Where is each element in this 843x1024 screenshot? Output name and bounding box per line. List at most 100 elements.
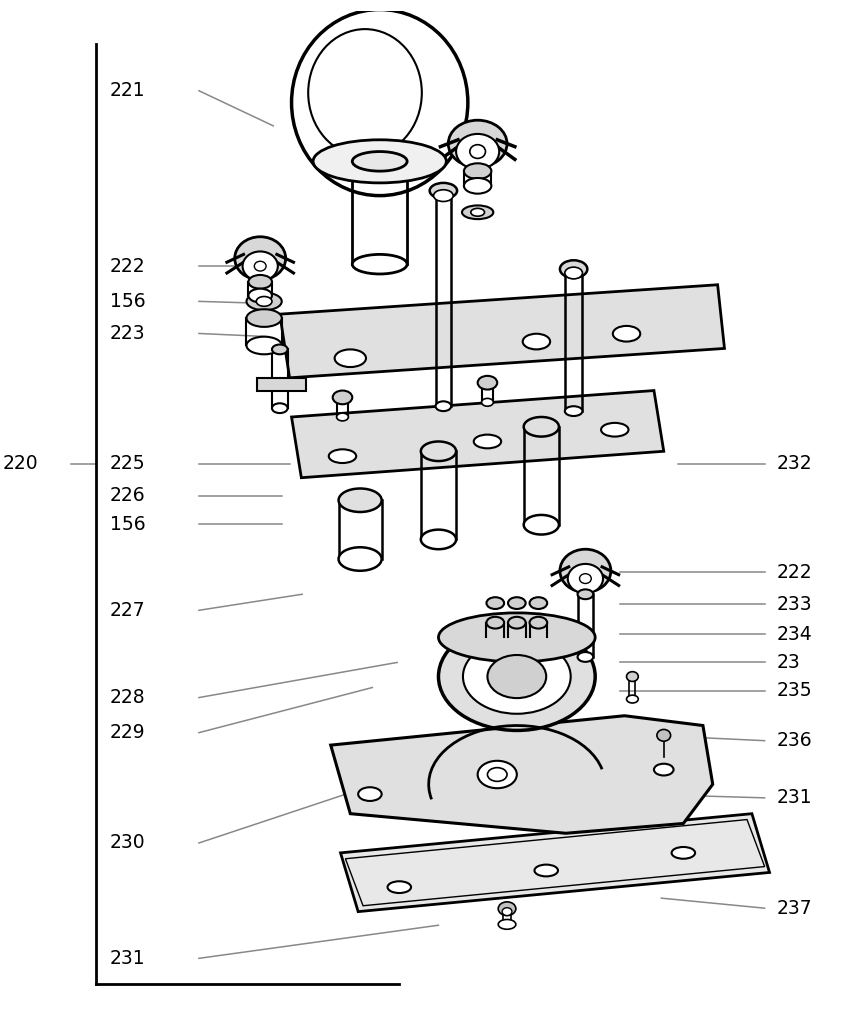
- Ellipse shape: [438, 623, 595, 730]
- Ellipse shape: [464, 163, 491, 179]
- Text: 23: 23: [777, 653, 801, 672]
- Ellipse shape: [272, 403, 287, 413]
- Ellipse shape: [508, 597, 526, 609]
- Ellipse shape: [246, 293, 282, 310]
- Ellipse shape: [613, 326, 640, 342]
- Text: 237: 237: [777, 899, 813, 918]
- Ellipse shape: [565, 407, 583, 416]
- Ellipse shape: [255, 261, 266, 271]
- Text: 220: 220: [3, 455, 38, 473]
- Ellipse shape: [626, 672, 638, 681]
- Text: 226: 226: [110, 486, 145, 506]
- Text: 222: 222: [777, 562, 813, 582]
- Text: 230: 230: [110, 834, 145, 853]
- Ellipse shape: [421, 529, 456, 549]
- Polygon shape: [292, 390, 663, 478]
- Ellipse shape: [243, 252, 278, 281]
- Ellipse shape: [498, 920, 516, 929]
- Polygon shape: [257, 378, 306, 390]
- Text: 234: 234: [777, 625, 813, 644]
- Ellipse shape: [481, 398, 493, 407]
- Ellipse shape: [433, 189, 454, 202]
- Polygon shape: [280, 285, 724, 378]
- Text: 236: 236: [777, 731, 813, 751]
- Ellipse shape: [313, 140, 446, 183]
- Ellipse shape: [339, 488, 382, 512]
- Text: 156: 156: [110, 292, 145, 311]
- Ellipse shape: [329, 450, 357, 463]
- Ellipse shape: [464, 178, 491, 194]
- Ellipse shape: [486, 597, 504, 609]
- Ellipse shape: [421, 441, 456, 461]
- Polygon shape: [341, 814, 770, 911]
- Ellipse shape: [478, 376, 497, 389]
- Ellipse shape: [358, 787, 382, 801]
- Ellipse shape: [498, 902, 516, 915]
- Ellipse shape: [626, 695, 638, 703]
- Ellipse shape: [335, 349, 366, 367]
- Ellipse shape: [654, 764, 674, 775]
- Ellipse shape: [352, 254, 407, 274]
- Ellipse shape: [430, 183, 457, 199]
- Polygon shape: [330, 716, 712, 834]
- Ellipse shape: [508, 616, 526, 629]
- Ellipse shape: [487, 655, 546, 698]
- Ellipse shape: [565, 267, 583, 279]
- Text: 231: 231: [777, 788, 813, 807]
- Text: 235: 235: [777, 681, 813, 700]
- Ellipse shape: [577, 652, 593, 662]
- Ellipse shape: [470, 208, 485, 216]
- Ellipse shape: [309, 29, 422, 157]
- Ellipse shape: [246, 337, 282, 354]
- Ellipse shape: [234, 237, 286, 280]
- Ellipse shape: [462, 206, 493, 219]
- Ellipse shape: [529, 616, 547, 629]
- Ellipse shape: [579, 573, 591, 584]
- Ellipse shape: [256, 297, 272, 306]
- Ellipse shape: [292, 9, 468, 196]
- Text: 223: 223: [110, 324, 145, 343]
- Text: 232: 232: [777, 455, 813, 473]
- Ellipse shape: [529, 597, 547, 609]
- Ellipse shape: [577, 590, 593, 599]
- Ellipse shape: [336, 413, 348, 421]
- Ellipse shape: [249, 275, 272, 289]
- Ellipse shape: [470, 144, 486, 159]
- Text: 156: 156: [110, 514, 145, 534]
- Ellipse shape: [478, 761, 517, 788]
- Text: 221: 221: [110, 81, 145, 100]
- Text: 228: 228: [110, 688, 145, 707]
- Ellipse shape: [524, 515, 559, 535]
- Ellipse shape: [246, 309, 282, 327]
- Ellipse shape: [486, 616, 504, 629]
- Ellipse shape: [272, 344, 287, 354]
- Ellipse shape: [436, 401, 451, 411]
- Text: 229: 229: [110, 723, 145, 742]
- Ellipse shape: [456, 134, 499, 169]
- Ellipse shape: [502, 907, 512, 915]
- Text: 222: 222: [110, 257, 145, 275]
- Ellipse shape: [333, 390, 352, 404]
- Ellipse shape: [560, 260, 588, 278]
- Ellipse shape: [487, 768, 507, 781]
- Ellipse shape: [524, 417, 559, 436]
- Ellipse shape: [249, 289, 272, 302]
- Ellipse shape: [534, 864, 558, 877]
- Ellipse shape: [560, 549, 611, 592]
- Ellipse shape: [474, 434, 501, 449]
- Ellipse shape: [438, 613, 595, 662]
- Text: 233: 233: [777, 595, 813, 613]
- Ellipse shape: [672, 847, 695, 859]
- Text: 231: 231: [110, 949, 145, 968]
- Ellipse shape: [523, 334, 550, 349]
- Text: 225: 225: [110, 455, 145, 473]
- Ellipse shape: [448, 120, 507, 167]
- Ellipse shape: [352, 152, 407, 171]
- Ellipse shape: [388, 882, 411, 893]
- Ellipse shape: [463, 639, 571, 714]
- Ellipse shape: [339, 547, 382, 570]
- Text: 227: 227: [110, 601, 145, 620]
- Ellipse shape: [568, 564, 603, 593]
- Ellipse shape: [657, 729, 671, 741]
- Ellipse shape: [601, 423, 629, 436]
